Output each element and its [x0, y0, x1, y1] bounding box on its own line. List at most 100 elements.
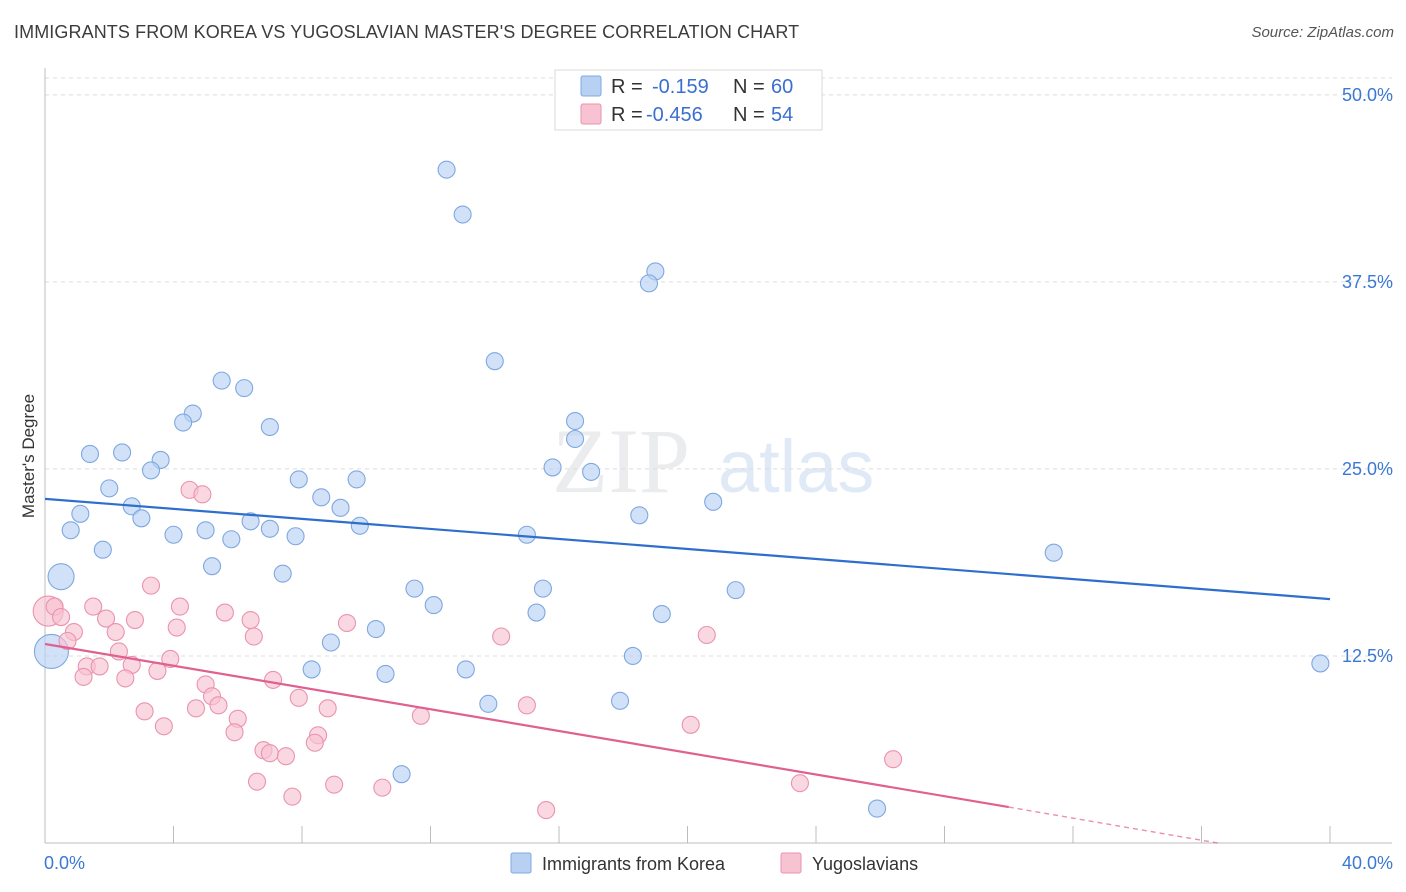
- point-korea: [71, 504, 90, 523]
- point-korea: [174, 413, 193, 432]
- point-korea: [623, 646, 642, 666]
- point-korea: [212, 371, 231, 390]
- point-yugoslavians: [241, 610, 260, 630]
- point-yugoslavians: [58, 631, 77, 651]
- point-yugoslavians: [517, 696, 536, 715]
- stats-n-value-yugoslavians: 54: [771, 104, 793, 126]
- y-tick-label: 12.5%: [1342, 646, 1393, 666]
- gridlines: [45, 77, 1392, 657]
- point-yugoslavians: [116, 669, 135, 688]
- trend-line-yugoslavians: [44, 642, 1009, 809]
- point-korea: [366, 619, 385, 639]
- point-korea: [704, 492, 723, 511]
- trend-line-yugoslavians-extension: [1008, 806, 1218, 844]
- stats-r-label-yugoslavians: R =: [611, 104, 643, 126]
- point-yugoslavians: [318, 699, 337, 718]
- x-tick-label-max: 40.0%: [1342, 853, 1393, 873]
- point-yugoslavians: [193, 485, 212, 504]
- point-yugoslavians: [106, 622, 125, 642]
- point-korea: [164, 525, 183, 544]
- point-korea: [203, 557, 222, 576]
- point-korea: [630, 506, 649, 525]
- point-korea: [479, 694, 498, 713]
- point-korea: [286, 527, 305, 546]
- y-tick-label: 50.0%: [1342, 85, 1393, 105]
- legend-swatch-korea: [510, 852, 532, 874]
- point-yugoslavians: [325, 775, 344, 794]
- point-korea: [582, 462, 601, 481]
- point-yugoslavians: [537, 801, 556, 820]
- stats-n-value-korea: 60: [771, 76, 793, 98]
- point-korea: [527, 603, 546, 622]
- point-korea: [437, 160, 456, 179]
- point-yugoslavians: [305, 733, 324, 752]
- point-korea: [566, 429, 585, 449]
- point-korea: [347, 470, 366, 489]
- point-korea: [80, 444, 100, 464]
- point-korea: [321, 633, 340, 652]
- point-yugoslavians: [260, 744, 279, 763]
- legend-swatch-yugoslavians: [780, 852, 802, 874]
- point-yugoslavians: [167, 618, 186, 637]
- point-yugoslavians: [411, 706, 430, 725]
- stats-swatch-korea: [580, 75, 602, 97]
- watermark: ZIP atlas: [552, 410, 874, 512]
- stats-r-value-korea: -0.159: [652, 76, 709, 98]
- data-points: [32, 160, 1330, 820]
- stats-r-value-yugoslavians: -0.456: [646, 104, 703, 126]
- point-korea: [453, 205, 472, 224]
- point-yugoslavians: [161, 649, 180, 669]
- point-yugoslavians: [289, 688, 308, 707]
- point-yugoslavians: [681, 715, 700, 734]
- watermark-atlas: atlas: [718, 425, 874, 508]
- stats-swatch-yugoslavians: [580, 103, 602, 125]
- axes: [44, 68, 1392, 844]
- point-korea: [132, 509, 151, 528]
- legend-label-korea: Immigrants from Korea: [542, 854, 726, 874]
- point-yugoslavians: [283, 787, 302, 806]
- y-tick-labels: 12.5% 25.0% 37.5% 50.0%: [1342, 85, 1393, 666]
- point-korea: [331, 498, 350, 517]
- point-yugoslavians: [337, 613, 357, 633]
- point-korea: [376, 664, 395, 683]
- x-tick-labels: 0.0% 40.0%: [44, 853, 1393, 873]
- stats-r-label-korea: R =: [611, 76, 643, 98]
- point-yugoslavians: [135, 702, 154, 721]
- point-yugoslavians: [492, 627, 511, 646]
- point-korea: [235, 379, 254, 398]
- point-yugoslavians: [244, 627, 263, 646]
- point-korea: [1311, 654, 1330, 673]
- point-korea: [405, 579, 424, 598]
- trend-line-korea: [44, 497, 1331, 601]
- point-korea: [485, 352, 504, 371]
- point-korea: [100, 479, 119, 498]
- point-korea: [517, 525, 536, 544]
- point-korea: [196, 521, 215, 540]
- stats-box: R = -0.159 N = 60 R = -0.456 N = 54: [554, 69, 823, 131]
- source-credit: Source: ZipAtlas.com: [1251, 24, 1394, 41]
- point-korea: [61, 521, 80, 540]
- point-yugoslavians: [373, 778, 392, 797]
- point-korea: [141, 461, 161, 480]
- point-korea: [241, 512, 260, 531]
- point-yugoslavians: [96, 609, 116, 628]
- point-korea: [289, 470, 308, 489]
- point-korea: [113, 443, 132, 462]
- point-korea: [867, 799, 887, 818]
- x-tick-label-min: 0.0%: [44, 853, 85, 873]
- point-korea: [456, 660, 475, 679]
- point-korea: [566, 411, 585, 431]
- stats-n-label-yugoslavians: N =: [733, 104, 765, 126]
- point-korea: [350, 516, 369, 535]
- point-yugoslavians: [247, 772, 267, 791]
- stats-n-label-korea: N =: [733, 76, 765, 98]
- point-yugoslavians: [276, 747, 295, 766]
- point-yugoslavians: [225, 723, 244, 742]
- chart-title: IMMIGRANTS FROM KOREA VS YUGOSLAVIAN MAS…: [14, 22, 800, 42]
- point-korea: [47, 563, 75, 591]
- y-axis-label: Master's Degree: [19, 394, 38, 518]
- point-yugoslavians: [209, 696, 228, 715]
- y-tick-label: 25.0%: [1342, 459, 1393, 479]
- point-korea: [93, 540, 112, 559]
- point-yugoslavians: [84, 597, 103, 616]
